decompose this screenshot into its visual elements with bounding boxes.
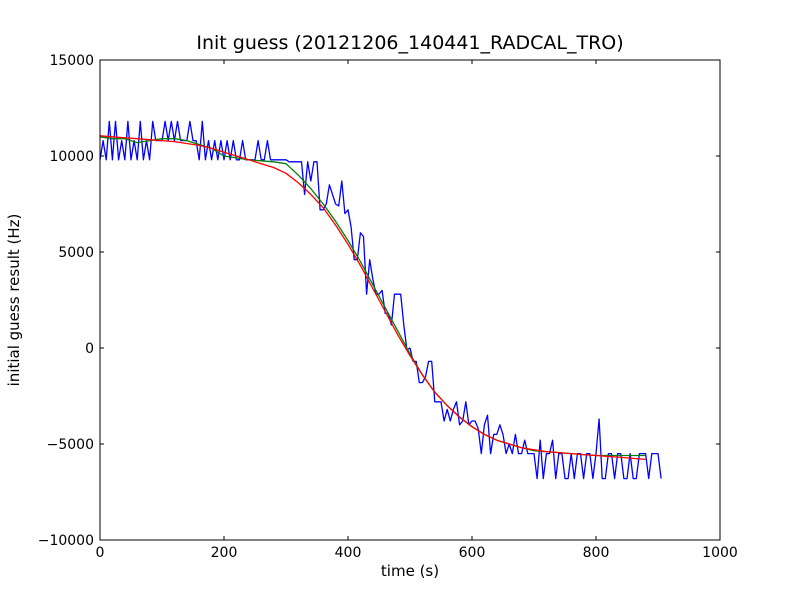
y-tick-label: −10000 bbox=[38, 533, 94, 549]
series-line-3 bbox=[99, 135, 646, 461]
ticks-layer: 0 200 400 600 800 1000 −10000 −5000 0 5000 10000 15… bbox=[38, 53, 738, 561]
x-tick-label: 800 bbox=[583, 545, 610, 561]
x-tick-label: 0 bbox=[96, 545, 105, 561]
x-axis-title: time (s) bbox=[381, 562, 439, 580]
x-tick-label: 1000 bbox=[702, 545, 738, 561]
y-tick-label: 10000 bbox=[49, 149, 94, 165]
y-tick-label: 0 bbox=[85, 341, 94, 357]
x-tick-label: 400 bbox=[335, 545, 362, 561]
x-tick-label: 600 bbox=[459, 545, 486, 561]
y-axis-title: initial guess result (Hz) bbox=[5, 214, 23, 387]
y-tick-label: 5000 bbox=[58, 245, 94, 261]
y-tick-label: 15000 bbox=[49, 53, 94, 69]
plot-frame bbox=[99, 59, 721, 541]
series-line-1 bbox=[99, 120, 662, 480]
x-tick-label: 200 bbox=[211, 545, 238, 561]
chart-title: Init guess (20121206_140441_RADCAL_TRO) bbox=[196, 32, 623, 54]
y-tick-label: −5000 bbox=[47, 437, 94, 453]
plot-area bbox=[100, 60, 720, 540]
series-layer bbox=[99, 120, 662, 480]
